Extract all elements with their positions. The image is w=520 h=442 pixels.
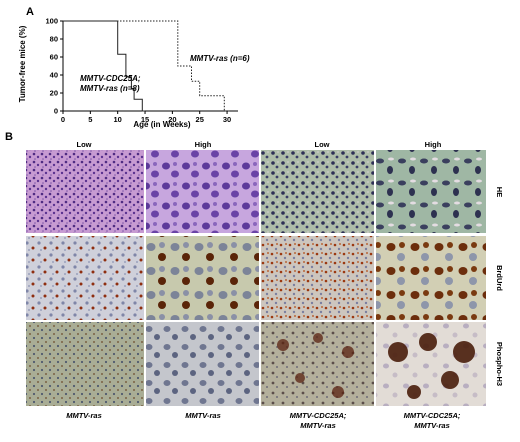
micrograph-he-high-cdc25a (376, 150, 486, 233)
row-label-brdurd: BrdUrd (495, 265, 504, 291)
micrograph-ph3-high-ras (146, 322, 259, 406)
series-label-cdc25a-line2: MMTV-ras (n=8) (80, 84, 140, 93)
x-tick-label: 20 (168, 115, 176, 124)
micrograph-ph3-low-ras (26, 322, 144, 406)
x-axis-label: Age (in Weeks) (133, 120, 191, 129)
x-tick-label: 15 (141, 115, 149, 124)
row-labels: HE BrdUrd Phospho-H3 (495, 187, 504, 386)
ph3-low-stain-blobs (277, 333, 354, 398)
survival-chart: 0 5 10 15 20 25 30 0 20 40 60 80 100 Tumor-free mice… (18, 17, 250, 130)
y-tick-label: 0 (54, 107, 58, 116)
col-header-2: High (195, 140, 212, 149)
col-footer-2-line1: MMTV-ras (185, 411, 221, 420)
y-tick-label: 100 (45, 17, 58, 26)
micrograph-brdu-low-cdc25a (261, 236, 374, 320)
micrograph-grid (26, 150, 486, 406)
series-label-cdc25a-line1: MMTV-CDC25A; (80, 74, 141, 83)
row-label-he: HE (495, 187, 504, 197)
series-label-mmtv-ras: MMTV-ras (n=6) (190, 54, 250, 63)
micrograph-he-low-cdc25a (261, 150, 374, 233)
panel-a-letter: A (26, 6, 34, 18)
col-footer-4-line2: MMTV-ras (414, 421, 450, 430)
x-tick-label: 5 (88, 115, 92, 124)
chart-axes: 0 5 10 15 20 25 30 0 20 40 60 80 100 (45, 17, 238, 124)
micrograph-brdu-low-ras (26, 236, 144, 320)
y-axis-label: Tumor-free mice (%) (18, 25, 27, 102)
panel-b-letter: B (5, 131, 13, 143)
y-tick-label: 80 (50, 35, 58, 44)
micrograph-he-high-ras (146, 150, 259, 233)
micrograph-brdu-high-cdc25a (376, 236, 486, 320)
x-tick-label: 10 (114, 115, 122, 124)
series-line-mmtv-cdc25a-ras (63, 20, 145, 112)
column-footers: MMTV-ras MMTV-ras MMTV-CDC25A; MMTV-ras … (66, 411, 461, 430)
col-footer-3-line1: MMTV-CDC25A; (290, 411, 347, 420)
y-tick-label: 60 (50, 53, 58, 62)
column-headers: Low High Low High (77, 140, 442, 149)
row-label-phospho-h3: Phospho-H3 (495, 342, 504, 386)
y-tick-label: 40 (50, 71, 58, 80)
x-tick-label: 30 (223, 115, 231, 124)
col-footer-3-line2: MMTV-ras (300, 421, 336, 430)
micrograph-brdu-high-ras (146, 236, 259, 320)
x-tick-label: 25 (196, 115, 204, 124)
x-tick-label: 0 (61, 115, 65, 124)
chart-series (63, 20, 230, 112)
col-header-3: Low (315, 140, 330, 149)
col-footer-1-line1: MMTV-ras (66, 411, 102, 420)
col-header-4: High (425, 140, 442, 149)
y-tick-label: 20 (50, 89, 58, 98)
series-line-mmtv-ras (63, 20, 230, 112)
col-header-1: Low (77, 140, 92, 149)
col-footer-4-line1: MMTV-CDC25A; (404, 411, 461, 420)
ph3-stain-blobs (388, 333, 475, 399)
micrograph-he-low-ras (26, 150, 144, 233)
